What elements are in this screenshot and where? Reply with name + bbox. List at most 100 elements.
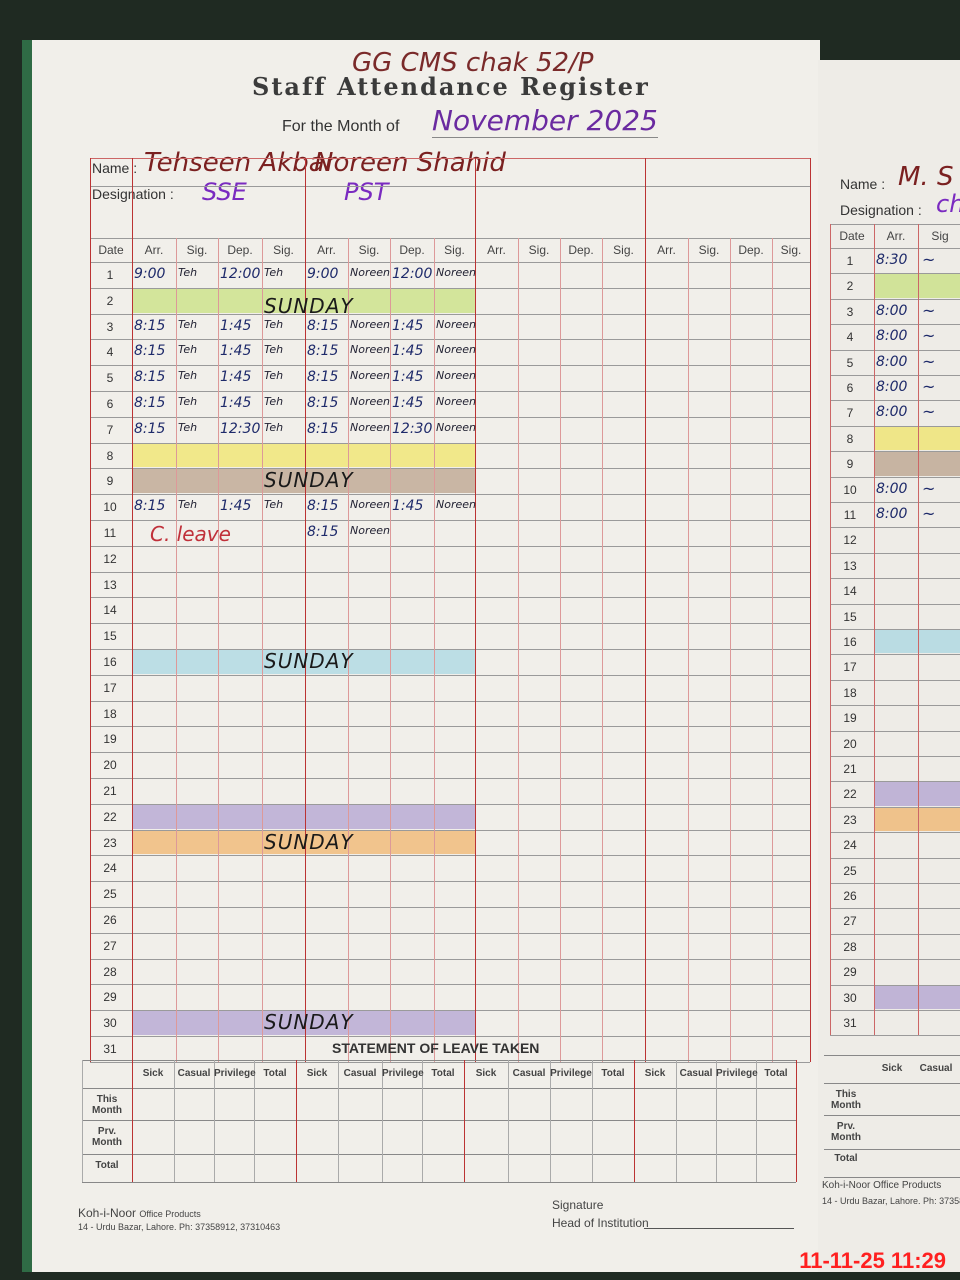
row-line	[90, 623, 810, 625]
row-line	[90, 571, 810, 573]
row-line	[830, 705, 960, 707]
signature: Teh	[264, 420, 284, 434]
leave-column-header: Casual	[343, 1068, 377, 1079]
column-header: Arr.	[886, 229, 906, 243]
date-number: 21	[843, 762, 857, 776]
date-number: 4	[846, 330, 854, 345]
leave-column-header: Sick	[475, 1068, 497, 1079]
time-entry: 12:00	[392, 266, 433, 282]
date-number: 6	[846, 381, 854, 395]
row-line	[830, 476, 960, 478]
time-entry: 1:45	[392, 317, 424, 334]
leave-column-line	[508, 1060, 509, 1182]
row-line	[830, 578, 960, 580]
column-line	[90, 158, 91, 1062]
signature: Teh	[178, 369, 198, 383]
row-line	[90, 855, 810, 857]
time-entry: 8:00	[876, 379, 908, 395]
leave-row-label: This Month	[831, 1089, 861, 1111]
row-line	[830, 883, 960, 884]
column-line	[262, 238, 263, 1062]
date-number: 12	[103, 551, 117, 566]
day-highlight	[132, 1010, 475, 1035]
signature: Noreen	[436, 369, 476, 383]
time-entry: 12:30	[392, 420, 433, 437]
register-title: Staff Attendance Register	[252, 72, 650, 101]
column-line	[560, 238, 561, 1062]
leave-column-line	[592, 1060, 593, 1182]
row-line	[90, 545, 810, 547]
leave-row-label: Prv. Month	[92, 1126, 122, 1148]
leave-row-label: Prv. Month	[831, 1121, 861, 1143]
signature: Teh	[178, 420, 198, 434]
time-entry: 8:15	[134, 420, 166, 437]
date-number: 19	[103, 732, 117, 747]
column-header: Arr.	[317, 243, 336, 257]
right-staff-name: M. S	[898, 162, 954, 192]
signature: ~	[922, 402, 936, 422]
time-entry: 9:00	[307, 266, 339, 282]
leave-column-header: Total	[601, 1068, 625, 1079]
leave-row-label: Total	[834, 1153, 858, 1164]
time-entry: 8:15	[134, 317, 166, 334]
row-line	[830, 298, 960, 300]
time-entry: 1:45	[220, 369, 252, 386]
column-line	[305, 158, 306, 1062]
leave-column-line	[634, 1060, 635, 1182]
date-number: 5	[846, 355, 854, 370]
column-line	[434, 238, 435, 1062]
row-line	[830, 1035, 960, 1037]
date-number: 1	[846, 254, 854, 268]
row-line	[90, 339, 810, 341]
leave-column-line	[338, 1060, 339, 1182]
staff-1-name: Tehseen Akbar	[144, 148, 336, 178]
column-header: Arr.	[487, 243, 506, 257]
leave-column-line	[296, 1060, 297, 1182]
leave-column-line	[464, 1060, 465, 1182]
column-header: Sig	[931, 229, 949, 243]
row-line	[830, 603, 960, 605]
day-highlight	[874, 984, 960, 1009]
time-entry: 1:45	[220, 317, 252, 334]
row-line	[90, 416, 810, 418]
date-number: 3	[106, 319, 114, 334]
column-line	[176, 238, 177, 1062]
date-number: 16	[103, 655, 117, 669]
column-line	[475, 158, 476, 1062]
column-line	[874, 224, 875, 1036]
leave-column-header: Total	[764, 1068, 788, 1079]
leave-row-line	[82, 1182, 796, 1183]
time-entry: 8:15	[307, 524, 339, 540]
row-line	[830, 654, 960, 656]
column-header: Dep.	[738, 243, 764, 257]
date-number: 13	[843, 558, 857, 573]
row-line	[830, 324, 960, 326]
leave-row-line	[824, 1055, 960, 1056]
date-number: 27	[843, 914, 857, 929]
date-number: 24	[843, 838, 857, 853]
time-entry: 12:30	[220, 420, 261, 437]
date-number: 7	[846, 406, 854, 421]
date-number: 2	[106, 293, 114, 308]
leave-column-line	[716, 1060, 717, 1182]
column-line	[518, 238, 519, 1062]
leave-row-label: Total	[95, 1160, 119, 1171]
row-line	[90, 649, 810, 650]
date-number: 17	[843, 660, 857, 675]
staff-1-designation: SSE	[202, 178, 247, 206]
signature: ~	[922, 250, 936, 269]
signature: Noreen	[350, 266, 390, 279]
row-line	[830, 224, 960, 225]
column-header: Sig.	[613, 243, 634, 257]
time-entry: 8:00	[876, 353, 908, 370]
right-publisher: Koh-i-Noor Office Products	[822, 1180, 942, 1191]
row-line	[90, 597, 810, 599]
date-number: 6	[106, 397, 114, 411]
time-entry: 8:00	[876, 302, 908, 319]
signature: Teh	[264, 498, 284, 512]
row-line	[90, 442, 810, 444]
time-entry: 1:45	[392, 498, 424, 515]
time-entry: 8:15	[307, 420, 339, 437]
day-highlight	[132, 829, 475, 855]
leave-column-line	[254, 1060, 255, 1182]
